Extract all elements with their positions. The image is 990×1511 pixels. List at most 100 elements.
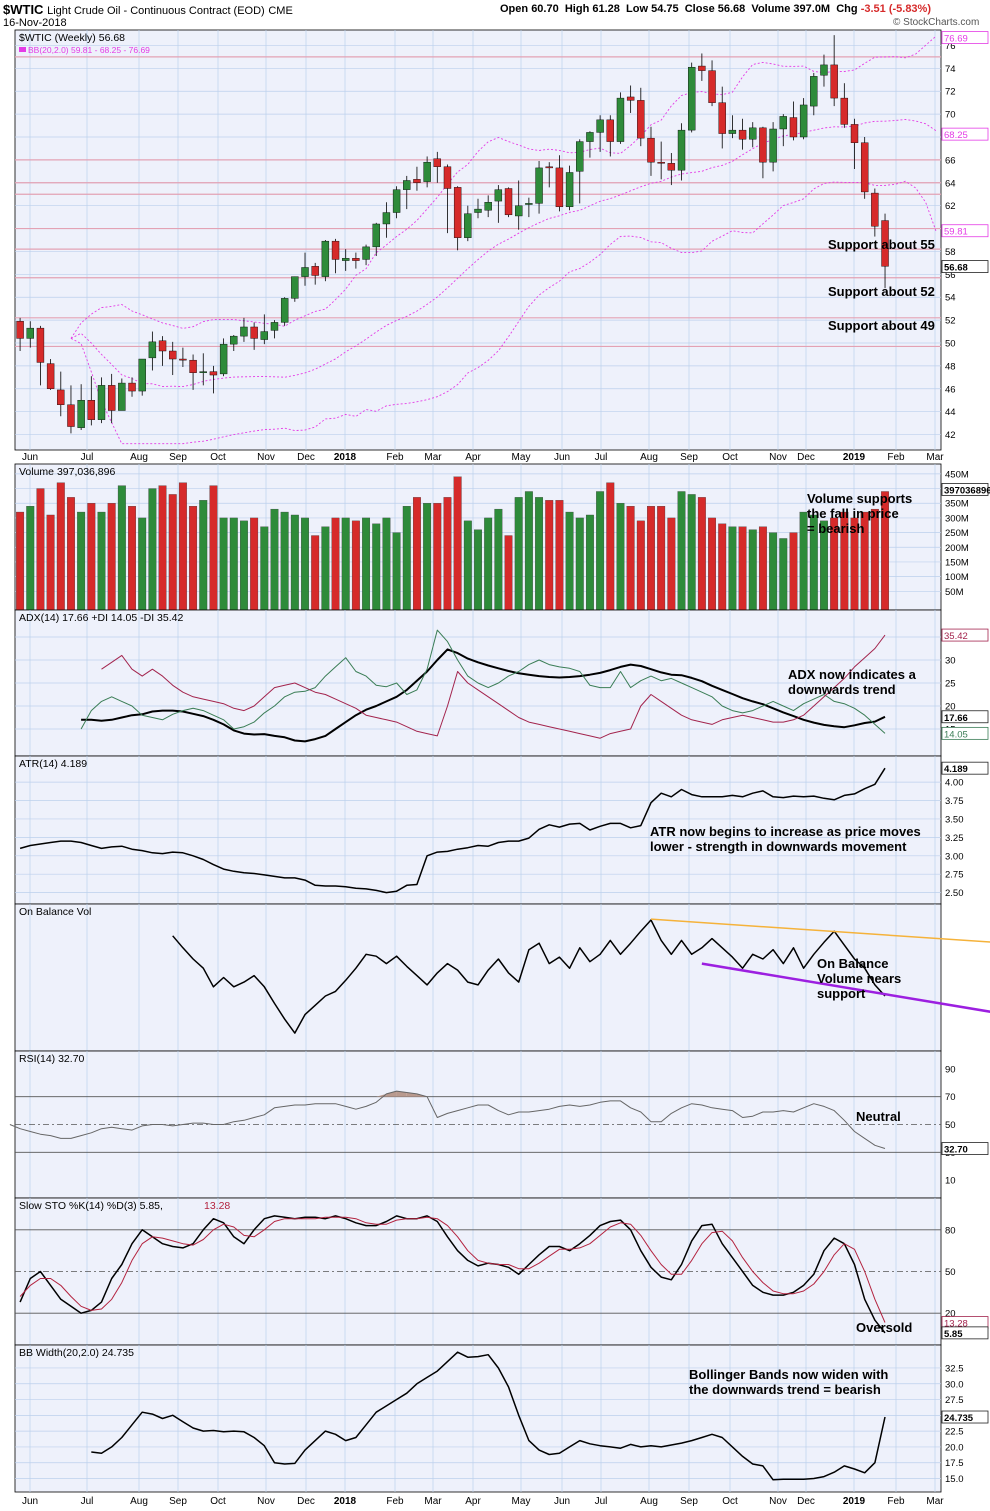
y-tick-label: 150M bbox=[945, 557, 969, 568]
high-label: High bbox=[564, 3, 590, 15]
y-tick-label: 20 bbox=[945, 702, 956, 713]
rsi-overbought-fill bbox=[406, 1092, 417, 1097]
top-axis-month-label: Oct bbox=[210, 452, 226, 463]
y-tick-label: 64 bbox=[945, 178, 956, 189]
volume-bar bbox=[484, 517, 493, 611]
bottom-axis-month-label: Mar bbox=[424, 1496, 442, 1507]
axis-value-label: 397036896 bbox=[944, 485, 990, 496]
y-tick-label: 58 bbox=[945, 247, 956, 258]
volume-bar bbox=[423, 503, 432, 611]
bottom-axis-month-label: Feb bbox=[386, 1496, 404, 1507]
volume-bar bbox=[209, 485, 218, 611]
y-tick-label: 300M bbox=[945, 513, 969, 524]
candle-body bbox=[647, 137, 655, 163]
candle-body bbox=[840, 97, 849, 125]
bottom-axis-month-label: Feb bbox=[887, 1496, 905, 1507]
candle-body bbox=[189, 359, 197, 373]
candle-body bbox=[850, 124, 859, 143]
volume-bar bbox=[636, 520, 645, 611]
obv-panel-title: On Balance Vol bbox=[19, 906, 91, 918]
y-tick-label: 48 bbox=[945, 361, 956, 372]
y-tick-label: 90 bbox=[945, 1064, 956, 1075]
top-axis-month-label: Jun bbox=[22, 452, 38, 463]
obv-resistance-trendline bbox=[650, 918, 990, 943]
y-tick-label: 70 bbox=[945, 110, 956, 121]
candle-body bbox=[250, 326, 258, 339]
volume-bar bbox=[647, 506, 655, 611]
candle-body bbox=[474, 208, 482, 213]
axis-value-badge bbox=[941, 127, 989, 141]
candle-body bbox=[291, 276, 299, 299]
volume-bar bbox=[351, 520, 360, 611]
candle-body bbox=[230, 335, 238, 345]
bottom-axis-month-label: Dec bbox=[297, 1496, 315, 1507]
y-tick-label: 74 bbox=[945, 64, 956, 75]
volume-bar bbox=[697, 497, 706, 611]
candle-body bbox=[657, 161, 665, 164]
candle-body bbox=[738, 129, 747, 140]
close-label: Close bbox=[684, 3, 715, 15]
candle-body bbox=[759, 127, 767, 163]
y-tick-label: 66 bbox=[945, 155, 956, 166]
rsi-note: Neutral bbox=[856, 1109, 901, 1124]
axis-value-badge bbox=[941, 1410, 989, 1424]
volume-bar bbox=[769, 532, 778, 611]
candle-body bbox=[667, 163, 676, 171]
volume-bar bbox=[758, 526, 767, 611]
axis-value-label: 32.70 bbox=[944, 1145, 968, 1156]
candle-body bbox=[464, 213, 472, 238]
candle-body bbox=[118, 382, 126, 411]
sto-panel-title: Slow STO %K(14) %D(3) 5.85, bbox=[19, 1200, 163, 1212]
bottom-axis-month-label: Nov bbox=[257, 1496, 275, 1507]
volume-bar bbox=[372, 523, 381, 611]
volume-bar bbox=[382, 517, 391, 611]
stockcharts-watermark: © StockCharts.com bbox=[893, 17, 980, 28]
y-tick-label: 72 bbox=[945, 87, 956, 98]
candle-body bbox=[769, 128, 777, 163]
volume-bar bbox=[67, 497, 75, 611]
axis-value-label: 35.42 bbox=[944, 631, 968, 642]
volume-bar bbox=[117, 485, 126, 611]
open-label: Open bbox=[500, 3, 529, 15]
candle-body bbox=[87, 400, 96, 420]
axis-value-label: 24.735 bbox=[944, 1413, 974, 1424]
volume-label: Volume bbox=[751, 3, 791, 15]
y-tick-label: 20.0 bbox=[945, 1442, 964, 1453]
y-tick-label: 2.75 bbox=[945, 870, 964, 881]
y-tick-label: 52 bbox=[945, 316, 956, 327]
volume-bar bbox=[596, 491, 605, 611]
axis-value-badge bbox=[941, 726, 989, 740]
candle-body bbox=[820, 64, 828, 76]
adx-series-di bbox=[101, 634, 886, 739]
candle-body bbox=[830, 64, 838, 99]
y-tick-label: 4.00 bbox=[945, 778, 964, 789]
volume-bar bbox=[616, 503, 625, 611]
volume-bar bbox=[870, 508, 879, 611]
y-tick-label: 3.25 bbox=[945, 833, 964, 844]
volume-bar bbox=[270, 508, 279, 611]
symbol: $WTIC bbox=[3, 2, 44, 17]
y-tick-label: 80 bbox=[945, 1225, 956, 1236]
volume-bar bbox=[260, 526, 269, 611]
volume-bar bbox=[779, 538, 788, 611]
volume-bar bbox=[148, 488, 157, 611]
y-tick-label: 2.50 bbox=[945, 888, 964, 899]
y-tick-label: 3.75 bbox=[945, 796, 964, 807]
volume-bar bbox=[97, 511, 106, 611]
top-axis-month-label: Jul bbox=[81, 452, 94, 463]
bottom-axis-month-label: 2019 bbox=[843, 1496, 866, 1507]
axis-value-badge bbox=[941, 1142, 989, 1155]
y-tick-label: 32.5 bbox=[945, 1363, 964, 1374]
bb-lower-band bbox=[70, 180, 937, 445]
candle-body bbox=[57, 389, 65, 405]
candle-body bbox=[596, 119, 604, 133]
candle-body bbox=[433, 158, 441, 167]
high-value: 61.28 bbox=[592, 3, 620, 15]
support-55-note: Support about 55 bbox=[828, 237, 935, 252]
candle-body bbox=[606, 119, 614, 142]
volume-bar bbox=[718, 523, 727, 611]
y-tick-label: 30 bbox=[945, 656, 956, 667]
candle-body bbox=[779, 116, 787, 130]
close-value: 56.68 bbox=[717, 3, 746, 15]
price-panel-title: $WTIC (Weekly) 56.68 bbox=[19, 32, 125, 44]
